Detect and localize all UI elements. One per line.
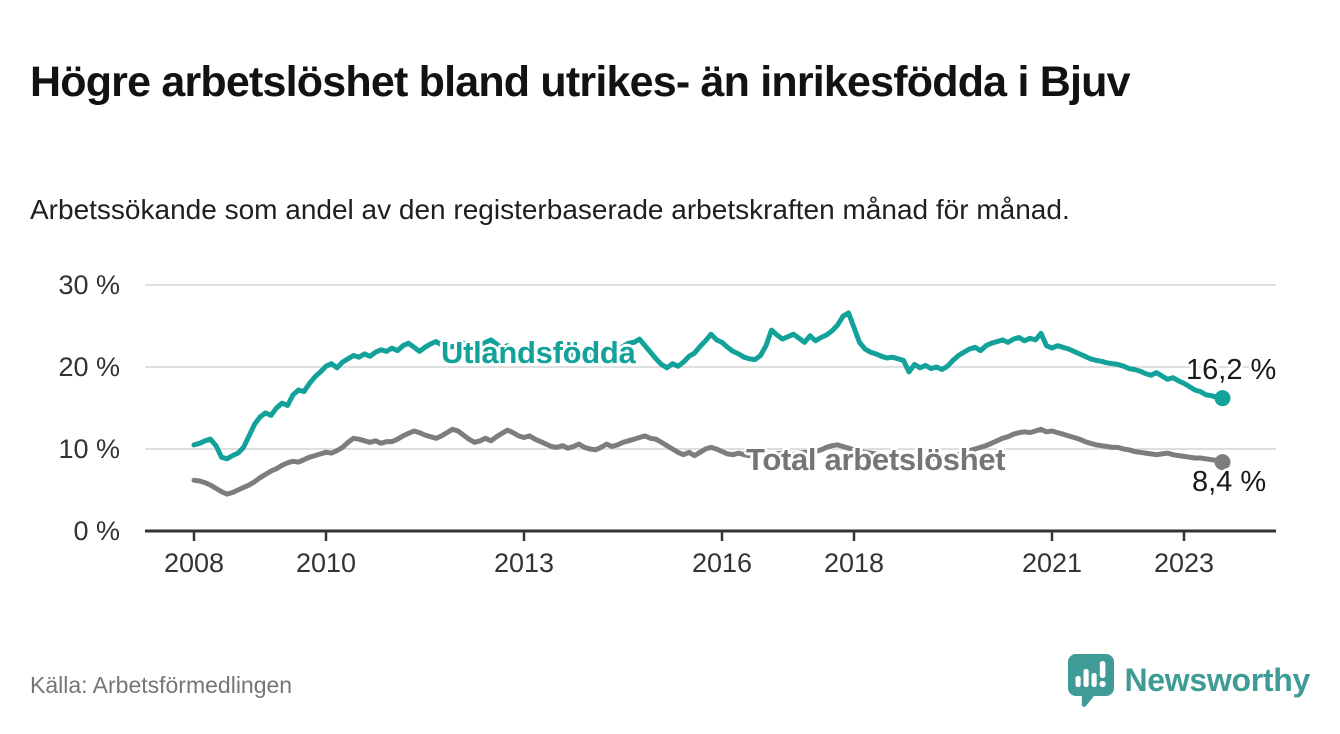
page-title: Högre arbetslöshet bland utrikes- än inr…	[30, 57, 1131, 106]
y-axis-label: 10 %	[58, 434, 120, 464]
end-value-utlandsfodda: 16,2 %	[1186, 354, 1277, 386]
newsworthy-wordmark: Newsworthy	[1124, 661, 1311, 698]
newsworthy-logo: Newsworthy	[1066, 652, 1311, 708]
source-note: Källa: Arbetsförmedlingen	[30, 672, 293, 698]
page-subtitle: Arbetssökande som andel av den registerb…	[30, 194, 1070, 225]
series-line-total	[191, 426, 1225, 497]
x-axis-label: 2023	[1154, 548, 1214, 578]
x-axis-label: 2018	[824, 548, 884, 578]
y-axis-label: 20 %	[58, 352, 120, 382]
series-label-total-arbetsloshet: Total arbetslöshet	[746, 442, 1006, 477]
series-line-foreign	[191, 310, 1225, 462]
series-label-utlandsfodda: Utlandsfödda	[441, 335, 636, 370]
logo-bar-chart	[1075, 661, 1106, 688]
y-axis-label: 0 %	[73, 516, 120, 546]
y-axis-label: 30 %	[58, 270, 120, 300]
x-axis-label: 2008	[164, 548, 224, 578]
x-axis-label: 2013	[494, 548, 554, 578]
logo-bubble-shape	[1067, 654, 1114, 707]
newsworthy-logo-icon	[1067, 654, 1114, 707]
x-axis-label: 2016	[692, 548, 752, 578]
series-endpoint-foreign	[1214, 390, 1231, 407]
series-endpoint-total	[1214, 454, 1231, 471]
end-value-total-arbetsloshet: 8,4 %	[1192, 466, 1267, 498]
x-axis-label: 2021	[1022, 548, 1082, 578]
line-chart: 0 % 10 % 20 % 30 % 2008 2010 2013 2016 2018 2021 2…	[58, 270, 1276, 578]
x-axis-label: 2010	[296, 548, 356, 578]
